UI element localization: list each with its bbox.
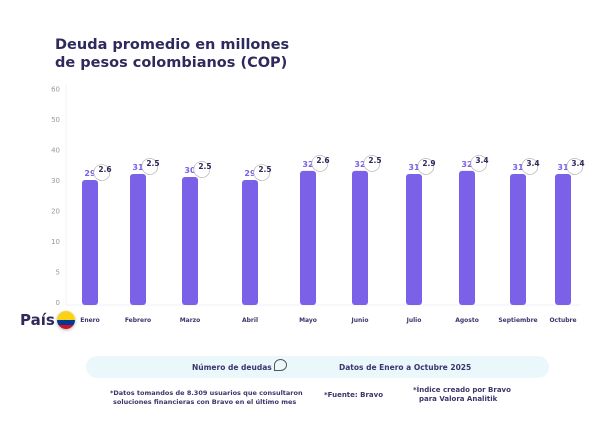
bar-value-label: 29 [84,169,96,178]
debt-count-bubble [311,155,329,172]
colombia-flag-icon [57,311,75,329]
debt-count-label: 2.6 [316,156,329,165]
x-tick-label: Septiembre [498,317,537,324]
debt-count-bubble [470,155,488,172]
debt-count-bubble [141,158,159,175]
y-tick-label: 5 [56,269,60,277]
debt-count-bubble [93,164,111,181]
bar [242,180,258,305]
x-tick-label: Agosto [455,317,479,324]
debt-count-bubble [417,158,435,175]
bar [352,170,368,305]
x-tick-label: Mayo [299,317,317,324]
legend-series-label: Número de deudas [192,363,272,372]
bar-value-label: 32 [354,160,365,169]
y-tick-label: 0 [56,299,60,307]
bar-value-label: 31 [557,163,569,172]
y-tick-label: 40 [51,147,60,155]
x-tick-label: Octubre [549,317,576,324]
debt-count-bubble [193,161,211,178]
chart-title: Deuda promedio en millones de pesos colo… [55,37,290,71]
data-note: *Datos tomandos de 8.309 usuarios que co… [110,389,303,406]
bar [406,173,422,305]
debt-count-label: 2.9 [422,159,435,168]
y-tick-label: 60 [51,86,60,94]
bar [182,177,198,305]
legend-period: Datos de Enero a Octubre 2025 [339,363,472,372]
debt-count-bubble [521,158,539,175]
bar [510,173,526,305]
y-tick-label: 30 [51,177,60,185]
x-tick-label: Abril [242,317,258,324]
country-label: País [20,311,55,329]
bar-value-label: 31 [512,163,524,172]
debt-count-label: 2.5 [146,159,159,168]
bar-value-label: 31 [132,163,144,172]
bar-value-label: 32 [302,160,313,169]
bar-value-label: 32 [461,160,472,169]
debt-count-bubble [566,158,584,175]
debt-count-label: 2.5 [198,162,211,171]
bar [130,173,146,305]
debt-count-label: 3.4 [571,159,584,168]
debt-count-label: 2.5 [258,165,271,174]
legend: Número de deudas Datos de Enero a Octubr… [86,356,549,378]
bar-value-label: 29 [244,169,256,178]
bar-value-label: 31 [408,163,420,172]
debt-count-label: 2.5 [368,156,381,165]
debt-count-label: 3.4 [526,159,539,168]
y-tick-label: 10 [51,238,60,246]
debt-count-label: 2.6 [98,165,111,174]
x-tick-label: Marzo [180,317,201,324]
y-tick-label: 20 [51,208,60,216]
bar-value-label: 30 [184,166,196,175]
bar [300,170,316,305]
source-note: *Fuente: Bravo [324,391,384,399]
bar [555,173,571,305]
debt-count-bubble [253,164,271,181]
x-tick-label: Junio [351,317,369,324]
x-tick-label: Julio [406,317,422,324]
debt-count-label: 3.4 [475,156,488,165]
y-tick-label: 50 [51,116,60,124]
index-note: *Índice creado por Bravo para Valora Ana… [413,386,511,403]
bar [459,170,475,305]
debt-count-bubble [363,155,381,172]
x-tick-label: Febrero [125,317,151,324]
speech-bubble-icon [274,359,287,371]
bar [82,180,98,305]
x-tick-label: Enero [80,317,100,324]
